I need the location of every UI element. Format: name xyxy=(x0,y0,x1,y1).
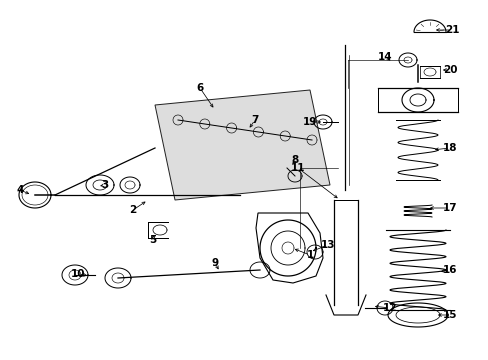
Text: 20: 20 xyxy=(442,65,456,75)
Ellipse shape xyxy=(22,185,48,205)
Text: 13: 13 xyxy=(320,240,335,250)
Text: 21: 21 xyxy=(444,25,458,35)
Text: 15: 15 xyxy=(442,310,456,320)
Text: 19: 19 xyxy=(302,117,317,127)
Text: 16: 16 xyxy=(442,265,456,275)
Text: 6: 6 xyxy=(196,83,203,93)
Text: 2: 2 xyxy=(129,205,136,215)
Text: 14: 14 xyxy=(377,52,391,62)
Text: 4: 4 xyxy=(16,185,23,195)
Text: 5: 5 xyxy=(149,235,156,245)
Text: 7: 7 xyxy=(251,115,258,125)
Text: 11: 11 xyxy=(290,163,305,173)
Text: 3: 3 xyxy=(101,180,108,190)
Text: 17: 17 xyxy=(442,203,456,213)
Text: 10: 10 xyxy=(71,269,85,279)
Polygon shape xyxy=(155,90,329,200)
Text: 1: 1 xyxy=(306,250,313,260)
Text: 9: 9 xyxy=(211,258,218,268)
Text: 18: 18 xyxy=(442,143,456,153)
Text: 12: 12 xyxy=(382,303,396,313)
Text: 8: 8 xyxy=(291,155,298,165)
